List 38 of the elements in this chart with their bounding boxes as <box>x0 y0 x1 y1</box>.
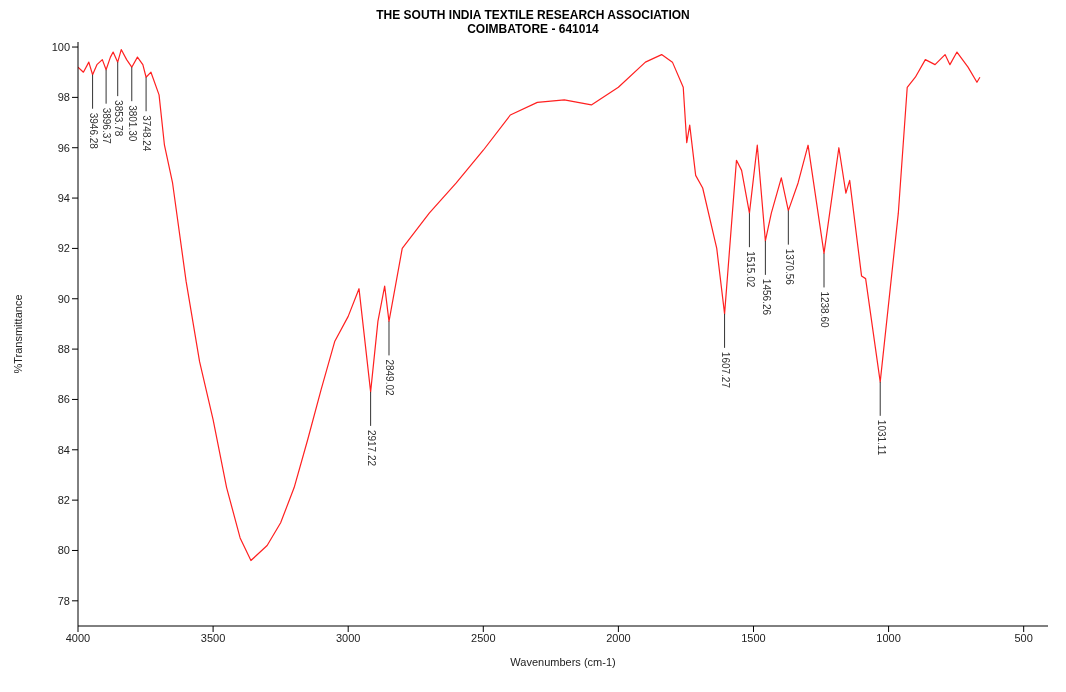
annotation: 3748.24 <box>141 115 153 152</box>
y-tick-label: 96 <box>57 141 70 154</box>
annotation: 1607.27 <box>719 351 731 389</box>
y-tick-label: 94 <box>57 191 70 204</box>
annotation: 1456.26 <box>760 278 772 316</box>
chart-subtitle: COIMBATORE - 641014 <box>466 22 600 36</box>
line-series <box>78 48 981 562</box>
annotation: 1515.02 <box>744 251 756 288</box>
x-tick-label: 1500 <box>741 631 766 644</box>
annotation: 2917.22 <box>365 429 377 467</box>
y-tick-label: 100 <box>51 40 70 53</box>
x-tick-label: 2000 <box>606 631 631 644</box>
annotation: 3853.78 <box>113 100 125 137</box>
y-tick-label: 90 <box>57 292 70 305</box>
annotation: 1370.56 <box>783 248 795 286</box>
chart-title: THE SOUTH INDIA TEXTILE RESEARCH ASSOCIATION <box>375 8 691 22</box>
annotation: 3946.28 <box>87 112 99 150</box>
y-tick-label: 88 <box>57 343 70 356</box>
x-axis-title: Wavenumbers (cm-1) <box>510 656 616 668</box>
x-tick-label: 4000 <box>65 631 91 644</box>
x-tick-label: 3500 <box>200 631 226 644</box>
y-axis-title: %Transmittance <box>11 294 24 374</box>
annotation: 1238.60 <box>819 291 831 329</box>
y-tick-label: 92 <box>57 242 70 255</box>
annotation: 2849.02 <box>384 359 396 396</box>
annotation: 1031.11 <box>875 419 887 456</box>
y-tick-label: 82 <box>57 494 70 507</box>
y-tick-label: 86 <box>57 393 70 406</box>
x-tick-label: 500 <box>1014 631 1033 644</box>
y-tick-label: 80 <box>57 544 70 557</box>
x-tick-label: 2500 <box>471 631 496 644</box>
y-tick-label: 84 <box>57 443 70 456</box>
annotation: 3896.37 <box>101 107 113 145</box>
x-tick-label: 1000 <box>876 631 901 644</box>
y-tick-label: 98 <box>57 91 70 104</box>
annotation: 3801.30 <box>127 105 139 142</box>
x-tick-label: 3000 <box>335 631 361 644</box>
y-tick-label: 78 <box>57 594 70 607</box>
